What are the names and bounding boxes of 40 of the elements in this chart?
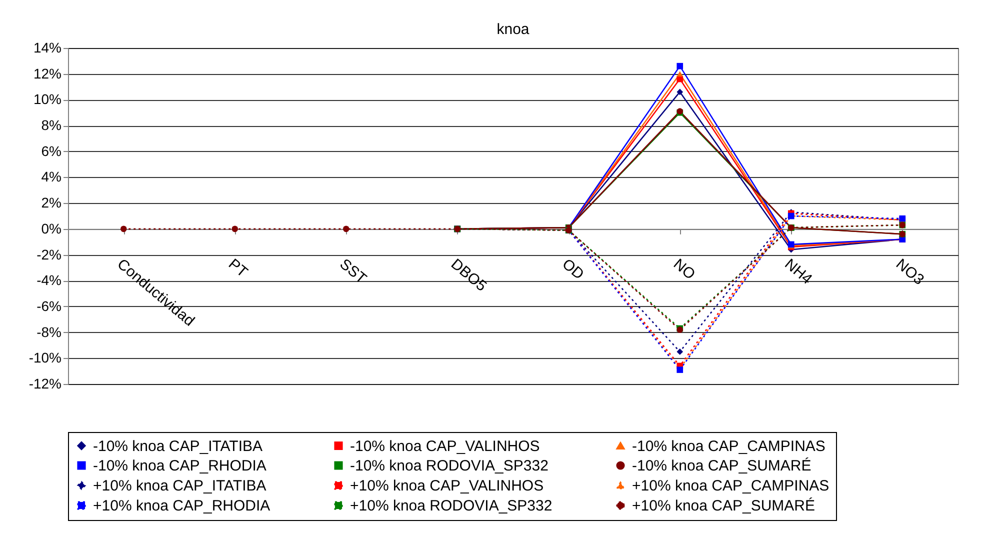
legend-label: +10% knoa CAP_ITATIBA <box>93 478 266 494</box>
y-tick-label: -8% <box>36 324 62 340</box>
y-tick-label: 10% <box>33 91 62 108</box>
point <box>676 348 684 355</box>
y-tick-label: -6% <box>36 298 62 314</box>
y-tick-label: -12% <box>28 376 62 392</box>
y-tick-label: 6% <box>41 142 62 159</box>
legend-label: -10% knoa CAP_CAMPINAS <box>632 438 826 455</box>
legend-label: +10% knoa CAP_RHODIA <box>93 498 270 514</box>
legend-label: -10% knoa CAP_ITATIBA <box>93 438 263 455</box>
y-tick-label: -10% <box>28 350 62 366</box>
y-tick-label: -4% <box>36 272 62 288</box>
x-tick-label: NO3 <box>892 256 928 289</box>
point <box>676 88 684 96</box>
legend-label: -10% knoa RODOVIA_SP332 <box>350 458 548 474</box>
point <box>232 226 238 232</box>
y-tick-label: 4% <box>41 168 62 185</box>
point <box>676 62 684 70</box>
point <box>342 226 350 232</box>
point <box>676 76 684 82</box>
x-tick-label: NH4 <box>781 256 816 288</box>
y-tick-label: 8% <box>41 117 62 134</box>
y-tick-label: 0% <box>41 220 62 236</box>
y-tick-label: 2% <box>41 194 62 211</box>
x-tick-label: SST <box>336 256 370 288</box>
y-tick-label: 14% <box>33 40 62 56</box>
chart-title: knoa <box>496 21 530 38</box>
legend-label: +10% knoa CAP_VALINHOS <box>350 478 544 494</box>
legend-label: +10% knoa RODOVIA_SP332 <box>350 498 552 514</box>
x-tick-label: OD <box>558 256 588 284</box>
y-tick-label: -2% <box>36 246 62 262</box>
legend-label: -10% knoa CAP_SUMARÉ <box>632 456 812 474</box>
x-tick-label: PT <box>225 256 251 282</box>
y-tick-label: 12% <box>33 65 62 82</box>
x-tick-label: NO <box>670 256 698 284</box>
legend-label: +10% knoa CAP_CAMPINAS <box>632 478 830 494</box>
legend-label: -10% knoa CAP_RHODIA <box>93 458 266 474</box>
legend-label: -10% knoa CAP_VALINHOS <box>350 438 540 455</box>
point <box>120 226 127 232</box>
legend-label: +10% knoa CAP_SUMARÉ <box>632 496 816 514</box>
